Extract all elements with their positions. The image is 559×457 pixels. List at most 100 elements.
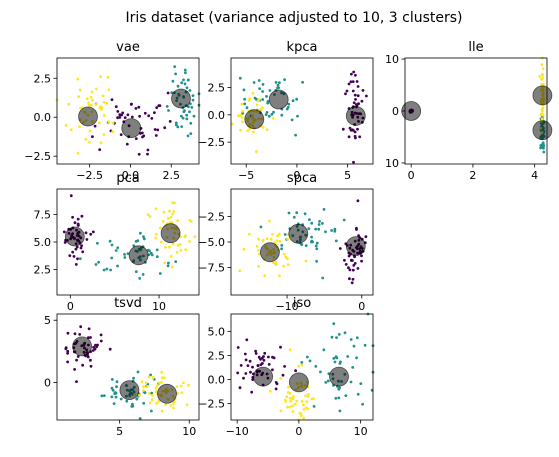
data-point xyxy=(169,404,173,407)
data-point xyxy=(74,263,78,266)
data-point xyxy=(286,391,290,394)
data-point xyxy=(257,237,260,241)
data-point xyxy=(154,390,158,393)
data-point xyxy=(138,277,142,280)
data-point xyxy=(189,121,193,125)
data-point xyxy=(310,235,313,239)
data-point xyxy=(182,78,185,82)
data-point xyxy=(142,385,146,389)
data-point xyxy=(140,131,144,135)
data-point xyxy=(257,265,260,268)
data-point xyxy=(131,402,134,406)
data-point xyxy=(145,385,149,388)
data-point xyxy=(158,381,161,385)
data-point xyxy=(261,362,264,365)
data-point xyxy=(292,215,296,219)
data-point xyxy=(147,375,151,379)
data-point xyxy=(275,382,279,386)
data-point xyxy=(168,245,171,249)
data-point xyxy=(79,325,83,329)
subplot-kpca: −5 0 5 −2.5 0.0 2.5 kpca xyxy=(198,40,374,182)
data-point xyxy=(174,121,178,125)
data-point xyxy=(137,152,141,156)
subplot-tsvd: 5 10 0 5 tsvd xyxy=(44,296,200,438)
data-point xyxy=(99,141,103,145)
data-point xyxy=(265,237,269,241)
data-point xyxy=(315,241,319,245)
data-point xyxy=(314,244,318,248)
data-point xyxy=(251,130,255,134)
data-point xyxy=(142,235,145,239)
data-point xyxy=(353,93,357,97)
data-point xyxy=(261,83,265,86)
data-point xyxy=(238,386,242,390)
data-point xyxy=(237,114,240,118)
data-point xyxy=(130,115,134,119)
data-point xyxy=(294,369,297,373)
data-point xyxy=(542,150,546,154)
data-point xyxy=(265,128,269,132)
data-point xyxy=(87,101,90,105)
data-point xyxy=(354,98,357,101)
data-point xyxy=(332,322,336,326)
data-point xyxy=(288,348,292,352)
y-tick-label: −2.5 xyxy=(24,150,51,163)
data-point xyxy=(315,247,319,251)
data-point xyxy=(351,259,354,262)
data-point xyxy=(254,352,258,355)
data-point xyxy=(76,257,79,261)
data-point xyxy=(144,381,148,385)
data-point xyxy=(248,359,252,363)
data-point xyxy=(330,335,334,339)
data-point xyxy=(257,249,260,252)
data-point xyxy=(334,396,338,400)
data-point xyxy=(183,109,186,112)
data-point xyxy=(64,124,68,127)
data-point xyxy=(102,133,106,136)
data-point xyxy=(265,111,269,114)
data-point xyxy=(137,105,141,109)
data-point xyxy=(251,91,255,95)
data-point xyxy=(255,244,259,248)
data-point xyxy=(134,107,138,110)
data-point xyxy=(112,402,116,405)
data-point xyxy=(69,194,73,198)
data-point xyxy=(114,105,118,108)
data-point xyxy=(278,240,282,243)
data-point xyxy=(291,410,295,413)
data-point xyxy=(344,92,347,96)
data-point xyxy=(166,264,170,268)
data-point xyxy=(334,239,338,243)
data-point xyxy=(160,380,164,384)
data-point xyxy=(271,368,274,372)
data-point xyxy=(302,416,306,420)
x-tick-label: −10 xyxy=(275,300,298,313)
data-point xyxy=(352,264,356,267)
data-point xyxy=(264,113,268,116)
cluster-centroid xyxy=(253,366,274,387)
data-point xyxy=(116,110,120,113)
data-point xyxy=(271,232,274,236)
y-tick-label: 5 xyxy=(44,314,51,327)
subplot-title: vae xyxy=(116,40,140,55)
data-point xyxy=(256,364,260,367)
data-point xyxy=(148,401,152,405)
data-point xyxy=(353,262,357,265)
data-point xyxy=(363,343,367,347)
data-point xyxy=(244,372,248,375)
data-point xyxy=(143,391,147,395)
data-point xyxy=(360,259,363,263)
data-point xyxy=(351,89,355,93)
cluster-centroid xyxy=(72,336,92,357)
data-point xyxy=(290,118,294,122)
data-point xyxy=(174,72,178,76)
data-point xyxy=(110,98,114,101)
data-point xyxy=(179,384,183,388)
data-point xyxy=(147,392,151,395)
data-point xyxy=(335,336,338,339)
data-point xyxy=(105,267,109,271)
data-point xyxy=(154,386,158,390)
data-point xyxy=(160,240,163,244)
data-point xyxy=(360,254,363,258)
